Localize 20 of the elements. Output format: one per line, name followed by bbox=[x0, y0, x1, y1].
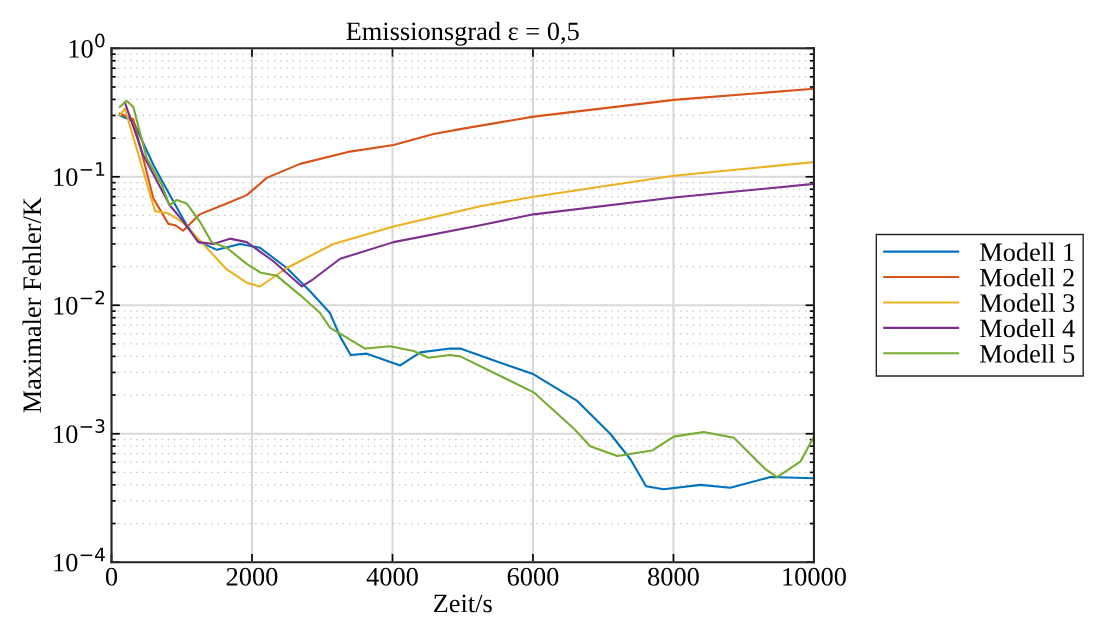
y-tick-label: 10$^{0}$ bbox=[69, 33, 105, 58]
y-axis-title: Maximaler Fehler/K bbox=[22, 197, 42, 413]
legend-label: Modell 3 bbox=[979, 293, 1075, 312]
x-tick-label: 2000 bbox=[226, 567, 278, 586]
y-tick-label: 10$^{−1}$ bbox=[54, 162, 105, 187]
y-tick-label: 10$^{−2}$ bbox=[54, 290, 105, 315]
x-tick-label: 8000 bbox=[648, 567, 699, 586]
y-tick-label: 10$^{−4}$ bbox=[54, 547, 105, 572]
y-tick-label: 10$^{−3}$ bbox=[54, 419, 105, 444]
x-tick-label: 0 bbox=[105, 567, 118, 586]
legend-label: Modell 5 bbox=[979, 344, 1075, 363]
x-tick-label: 4000 bbox=[366, 567, 418, 586]
x-tick-label: 6000 bbox=[507, 567, 559, 586]
line-series bbox=[118, 87, 814, 232]
x-axis-title: Zeit/s bbox=[433, 594, 492, 613]
x-tick-label: 10000 bbox=[783, 567, 846, 586]
legend-label: Modell 1 bbox=[979, 242, 1074, 262]
chart-title: Emissionsgrad ε = 0,5 bbox=[346, 21, 579, 46]
legend-label: Modell 2 bbox=[979, 267, 1074, 287]
legend-label: Modell 4 bbox=[979, 318, 1075, 338]
